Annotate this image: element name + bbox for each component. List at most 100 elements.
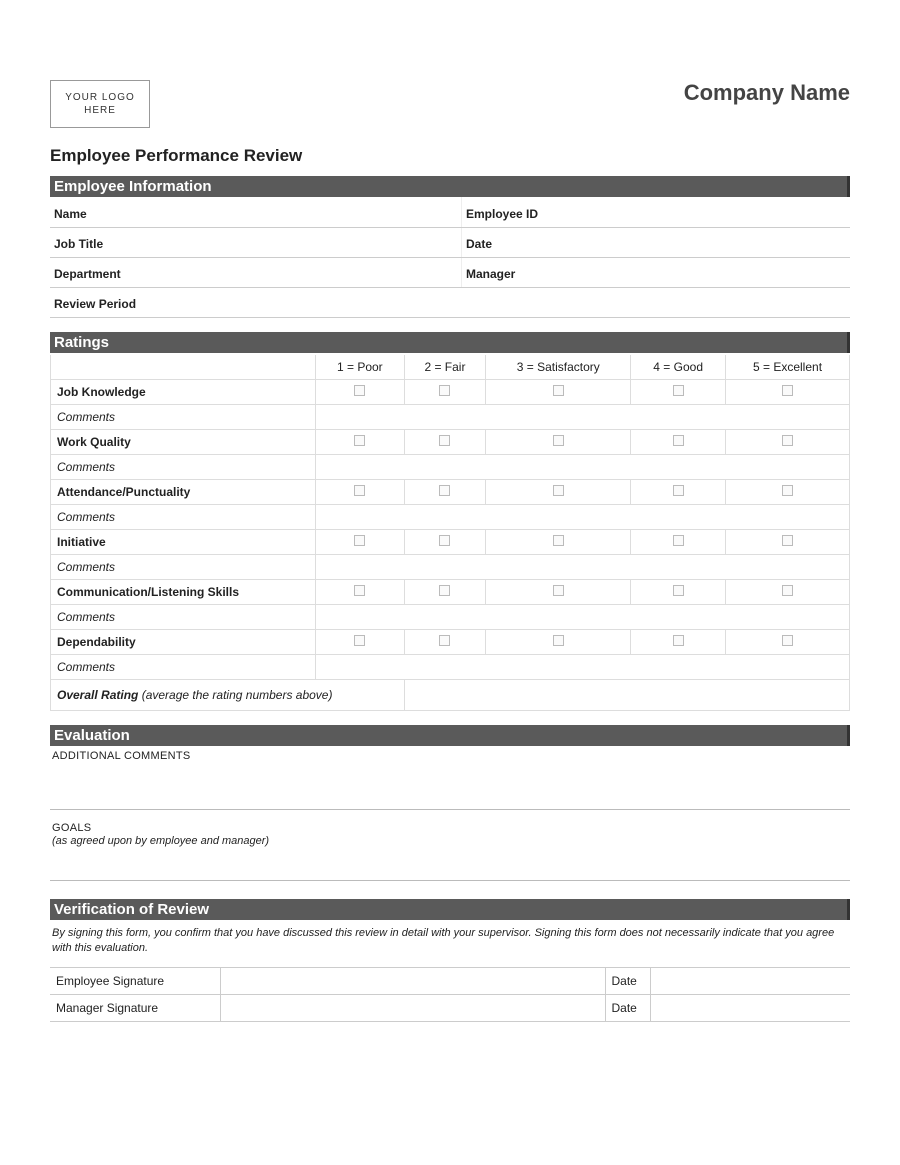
manager-date-label: Date bbox=[605, 994, 650, 1021]
rating-checkbox[interactable] bbox=[726, 429, 850, 454]
comments-label: Comments bbox=[51, 504, 316, 529]
field-job-title[interactable] bbox=[155, 227, 462, 257]
label-name: Name bbox=[50, 197, 155, 227]
manager-date-field[interactable] bbox=[650, 994, 850, 1021]
scale-4: 4 = Good bbox=[631, 355, 726, 380]
overall-rating-note: (average the rating numbers above) bbox=[142, 688, 333, 702]
criteria-row: Dependability bbox=[51, 629, 850, 654]
field-name[interactable] bbox=[155, 197, 462, 227]
rating-checkbox[interactable] bbox=[486, 579, 631, 604]
comments-row: Comments bbox=[51, 604, 850, 629]
page-header: YOUR LOGOHERE Company Name bbox=[50, 80, 850, 128]
scale-5: 5 = Excellent bbox=[726, 355, 850, 380]
rating-checkbox[interactable] bbox=[726, 629, 850, 654]
criteria-row: Communication/Listening Skills bbox=[51, 579, 850, 604]
comments-label: Comments bbox=[51, 654, 316, 679]
field-employee-id[interactable] bbox=[562, 197, 851, 227]
ratings-table: 1 = Poor 2 = Fair 3 = Satisfactory 4 = G… bbox=[50, 355, 850, 711]
overall-rating-row: Overall Rating (average the rating numbe… bbox=[51, 679, 850, 710]
verification-text: By signing this form, you confirm that y… bbox=[50, 920, 850, 967]
criteria-label: Initiative bbox=[51, 529, 316, 554]
criteria-row: Initiative bbox=[51, 529, 850, 554]
form-title: Employee Performance Review bbox=[50, 146, 850, 166]
criteria-row: Job Knowledge bbox=[51, 379, 850, 404]
criteria-label: Job Knowledge bbox=[51, 379, 316, 404]
section-header-ratings: Ratings bbox=[50, 332, 850, 353]
ratings-scale-row: 1 = Poor 2 = Fair 3 = Satisfactory 4 = G… bbox=[51, 355, 850, 380]
overall-rating-field[interactable] bbox=[404, 679, 849, 710]
rating-checkbox[interactable] bbox=[316, 479, 405, 504]
additional-comments-field[interactable] bbox=[50, 762, 850, 810]
comments-field[interactable] bbox=[316, 604, 850, 629]
rating-checkbox[interactable] bbox=[316, 429, 405, 454]
goals-field[interactable] bbox=[50, 853, 850, 881]
criteria-row: Work Quality bbox=[51, 429, 850, 454]
employee-signature-label: Employee Signature bbox=[50, 967, 220, 994]
company-name: Company Name bbox=[684, 80, 850, 106]
rating-checkbox[interactable] bbox=[404, 479, 486, 504]
rating-checkbox[interactable] bbox=[404, 579, 486, 604]
comments-field[interactable] bbox=[316, 554, 850, 579]
rating-checkbox[interactable] bbox=[631, 479, 726, 504]
employee-signature-field[interactable] bbox=[220, 967, 605, 994]
rating-checkbox[interactable] bbox=[486, 379, 631, 404]
label-date: Date bbox=[462, 227, 562, 257]
logo-placeholder: YOUR LOGOHERE bbox=[50, 80, 150, 128]
comments-label: Comments bbox=[51, 454, 316, 479]
comments-row: Comments bbox=[51, 454, 850, 479]
criteria-label: Work Quality bbox=[51, 429, 316, 454]
label-job-title: Job Title bbox=[50, 227, 155, 257]
comments-label: Comments bbox=[51, 554, 316, 579]
rating-checkbox[interactable] bbox=[404, 429, 486, 454]
rating-checkbox[interactable] bbox=[486, 629, 631, 654]
scale-2: 2 = Fair bbox=[404, 355, 486, 380]
label-review-period: Review Period bbox=[50, 287, 155, 317]
rating-checkbox[interactable] bbox=[726, 579, 850, 604]
rating-checkbox[interactable] bbox=[316, 529, 405, 554]
goals-label: GOALS bbox=[50, 818, 850, 834]
rating-checkbox[interactable] bbox=[486, 429, 631, 454]
comments-label: Comments bbox=[51, 604, 316, 629]
rating-checkbox[interactable] bbox=[726, 529, 850, 554]
label-department: Department bbox=[50, 257, 155, 287]
field-review-period[interactable] bbox=[155, 287, 850, 317]
rating-checkbox[interactable] bbox=[726, 479, 850, 504]
comments-field[interactable] bbox=[316, 454, 850, 479]
rating-checkbox[interactable] bbox=[486, 529, 631, 554]
rating-checkbox[interactable] bbox=[316, 579, 405, 604]
rating-checkbox[interactable] bbox=[631, 379, 726, 404]
rating-checkbox[interactable] bbox=[631, 629, 726, 654]
field-department[interactable] bbox=[155, 257, 462, 287]
rating-checkbox[interactable] bbox=[316, 379, 405, 404]
rating-checkbox[interactable] bbox=[631, 529, 726, 554]
section-header-employee-info: Employee Information bbox=[50, 176, 850, 197]
criteria-label: Attendance/Punctuality bbox=[51, 479, 316, 504]
comments-row: Comments bbox=[51, 504, 850, 529]
comments-row: Comments bbox=[51, 554, 850, 579]
rating-checkbox[interactable] bbox=[316, 629, 405, 654]
comments-field[interactable] bbox=[316, 654, 850, 679]
label-employee-id: Employee ID bbox=[462, 197, 562, 227]
criteria-row: Attendance/Punctuality bbox=[51, 479, 850, 504]
rating-checkbox[interactable] bbox=[726, 379, 850, 404]
comments-label: Comments bbox=[51, 404, 316, 429]
manager-signature-label: Manager Signature bbox=[50, 994, 220, 1021]
field-manager[interactable] bbox=[562, 257, 851, 287]
rating-checkbox[interactable] bbox=[486, 479, 631, 504]
rating-checkbox[interactable] bbox=[631, 579, 726, 604]
additional-comments-label: ADDITIONAL COMMENTS bbox=[50, 746, 850, 762]
rating-checkbox[interactable] bbox=[404, 529, 486, 554]
rating-checkbox[interactable] bbox=[404, 379, 486, 404]
employee-date-field[interactable] bbox=[650, 967, 850, 994]
manager-signature-field[interactable] bbox=[220, 994, 605, 1021]
field-date[interactable] bbox=[562, 227, 851, 257]
rating-checkbox[interactable] bbox=[631, 429, 726, 454]
comments-row: Comments bbox=[51, 404, 850, 429]
label-manager: Manager bbox=[462, 257, 562, 287]
criteria-label: Communication/Listening Skills bbox=[51, 579, 316, 604]
overall-rating-label: Overall Rating bbox=[57, 688, 138, 702]
criteria-label: Dependability bbox=[51, 629, 316, 654]
rating-checkbox[interactable] bbox=[404, 629, 486, 654]
comments-field[interactable] bbox=[316, 504, 850, 529]
comments-field[interactable] bbox=[316, 404, 850, 429]
